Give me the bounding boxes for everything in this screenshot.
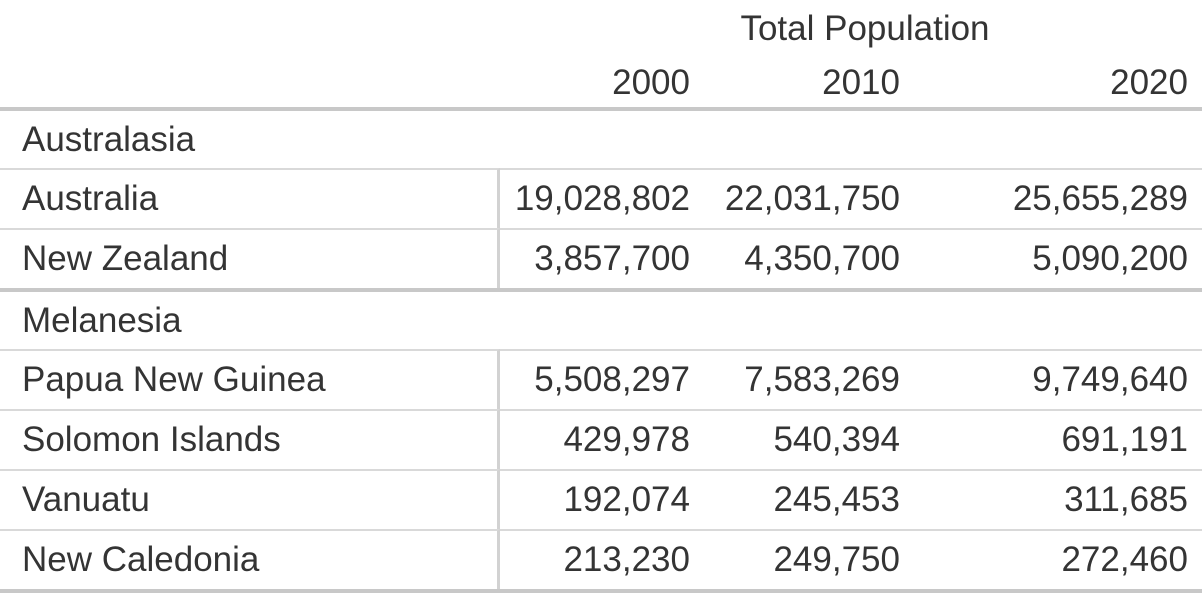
population-value-2010: 22,031,750 bbox=[704, 168, 914, 228]
section-row-melanesia: Melanesia bbox=[0, 288, 1202, 349]
section-label: Australasia bbox=[0, 107, 1202, 168]
table-row-papua-new-guinea: Papua New Guinea 5,508,297 7,583,269 9,7… bbox=[0, 349, 1202, 409]
spanner-header-row: Total Population bbox=[0, 0, 1202, 58]
country-label: New Zealand bbox=[0, 228, 500, 288]
country-label: Papua New Guinea bbox=[0, 349, 500, 409]
population-value-2010: 540,394 bbox=[704, 409, 914, 469]
population-value-2010: 4,350,700 bbox=[704, 228, 914, 288]
year-header-row: 2000 2010 2020 bbox=[0, 58, 1202, 107]
table-row-vanuatu: Vanuatu 192,074 245,453 311,685 bbox=[0, 469, 1202, 529]
stub-cell bbox=[0, 58, 500, 107]
column-header-2020: 2020 bbox=[1110, 62, 1188, 102]
population-value-2000: 192,074 bbox=[500, 469, 704, 529]
country-label: Vanuatu bbox=[0, 469, 500, 529]
population-value-2000: 19,028,802 bbox=[500, 168, 704, 228]
population-value-2020: 311,685 bbox=[914, 469, 1202, 529]
population-value-2020: 5,090,200 bbox=[914, 228, 1202, 288]
column-header-2000: 2000 bbox=[612, 62, 690, 102]
section-label: Melanesia bbox=[0, 288, 1202, 349]
table-row-new-caledonia: New Caledonia 213,230 249,750 272,460 bbox=[0, 529, 1202, 589]
country-label: Australia bbox=[0, 168, 500, 228]
population-value-2000: 429,978 bbox=[500, 409, 704, 469]
population-value-2020: 9,749,640 bbox=[914, 349, 1202, 409]
population-value-2000: 5,508,297 bbox=[500, 349, 704, 409]
population-value-2020: 25,655,289 bbox=[914, 168, 1202, 228]
section-row-australasia: Australasia bbox=[0, 107, 1202, 168]
country-label: New Caledonia bbox=[0, 529, 500, 589]
population-value-2010: 245,453 bbox=[704, 469, 914, 529]
table-spanner-label: Total Population bbox=[740, 9, 990, 48]
table-row-solomon-islands: Solomon Islands 429,978 540,394 691,191 bbox=[0, 409, 1202, 469]
population-value-2010: 249,750 bbox=[704, 529, 914, 589]
table-row-australia: Australia 19,028,802 22,031,750 25,655,2… bbox=[0, 168, 1202, 228]
population-value-2000: 213,230 bbox=[500, 529, 704, 589]
table-row-new-zealand: New Zealand 3,857,700 4,350,700 5,090,20… bbox=[0, 228, 1202, 288]
country-label: Solomon Islands bbox=[0, 409, 500, 469]
population-value-2010: 7,583,269 bbox=[704, 349, 914, 409]
stub-cell bbox=[0, 0, 500, 58]
column-header-2010: 2010 bbox=[822, 62, 900, 102]
population-value-2020: 691,191 bbox=[914, 409, 1202, 469]
population-value-2000: 3,857,700 bbox=[500, 228, 704, 288]
population-value-2020: 272,460 bbox=[914, 529, 1202, 589]
